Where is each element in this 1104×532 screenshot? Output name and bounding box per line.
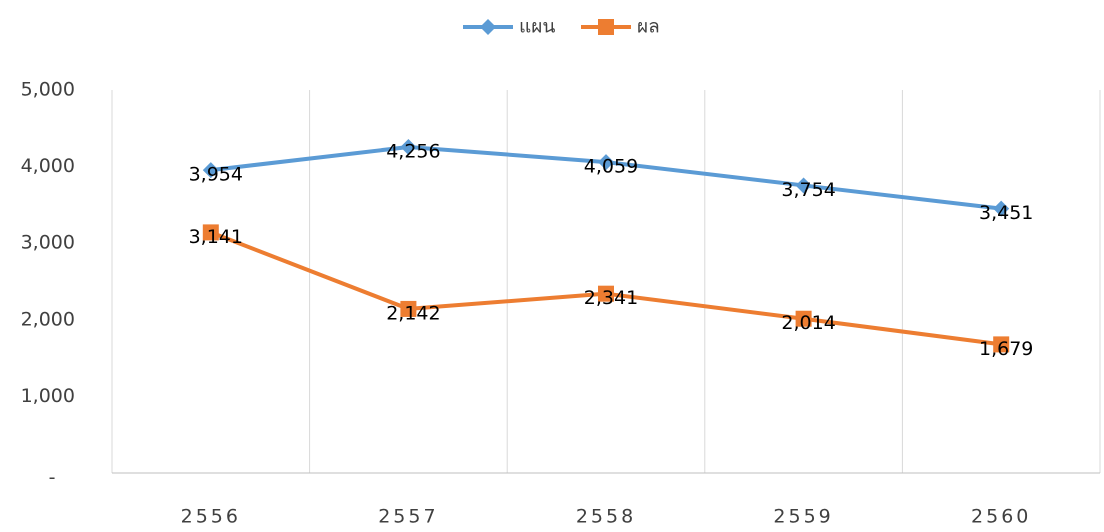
x-tick-label: 2558: [576, 506, 636, 528]
marker: [993, 200, 1010, 217]
legend-label: ผล: [637, 16, 660, 38]
y-tick-label: 2,000: [21, 308, 75, 330]
data-label: 3,141: [189, 226, 243, 248]
marker: [202, 162, 219, 179]
marker: [598, 285, 614, 302]
x-tick-label: 2559: [773, 506, 833, 528]
y-tick-label: -: [49, 467, 56, 489]
y-tick-label: 5,000: [21, 79, 75, 101]
data-label: 2,014: [781, 312, 835, 334]
data-label: 4,059: [584, 156, 638, 178]
marker: [400, 138, 417, 155]
marker: [400, 300, 417, 317]
marker: [598, 154, 614, 171]
data-label: 3,954: [189, 164, 243, 186]
marker: [795, 310, 812, 327]
marker: [202, 224, 219, 241]
marker: [993, 336, 1010, 353]
data-label: 3,754: [781, 179, 835, 201]
marker: [598, 19, 614, 35]
y-tick-label: 1,000: [21, 385, 75, 407]
data-label: 2,142: [386, 302, 440, 324]
data-label: 4,256: [386, 140, 440, 162]
x-tick-label: 2557: [378, 506, 438, 528]
marker: [795, 177, 812, 194]
data-label: 3,451: [979, 202, 1033, 224]
data-label: 1,679: [979, 338, 1033, 360]
y-tick-label: 3,000: [21, 232, 75, 254]
data-label: 2,341: [584, 287, 638, 309]
legend-label: แผน: [519, 16, 555, 38]
x-tick-label: 2560: [971, 506, 1031, 528]
marker: [480, 19, 496, 35]
x-tick-label: 2556: [181, 506, 241, 528]
y-tick-label: 4,000: [21, 155, 75, 177]
